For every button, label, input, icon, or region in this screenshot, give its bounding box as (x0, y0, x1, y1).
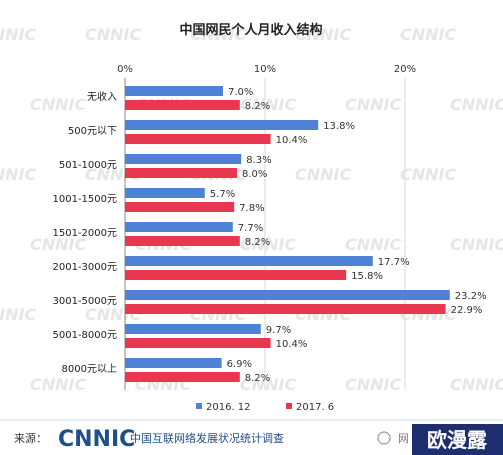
value-label: 5.7% (210, 189, 235, 200)
value-label: 15.8% (351, 271, 383, 282)
category-label: 3001-5000元 (52, 296, 117, 307)
category-label: 8000元以上 (62, 363, 117, 375)
bar-2017-6 (125, 304, 446, 314)
watermark-text: CNNIC (30, 235, 86, 254)
watermark-text: CNNIC (345, 235, 401, 254)
watermark-text: CNNIC (450, 235, 503, 254)
bar-2017-6 (125, 168, 237, 178)
corner-logo-bg (412, 424, 503, 455)
value-label: 10.4% (276, 339, 308, 350)
watermark-text: CNNIC (0, 165, 36, 184)
category-label: 1001-1500元 (52, 194, 117, 205)
corner-partial-text: 网 (398, 432, 409, 445)
value-labels: 7.0% 8.2% 13.8% 10.4% 8.3% 8.0% 5.7% 7.8% 7.7% 8.… (210, 87, 487, 384)
bar-2016-12 (125, 86, 223, 96)
category-label: 501-1000元 (59, 160, 117, 171)
legend-label: 2017. 6 (296, 402, 334, 413)
category-label: 5001-8000元 (52, 330, 117, 341)
watermark-text: CNNIC (85, 25, 141, 44)
chart-title: 中国网民个人月收入结构 (179, 22, 322, 38)
x-tick-label: 10% (254, 64, 276, 75)
watermark-text: CNNIC (0, 25, 36, 44)
bar-2017-6 (125, 270, 347, 280)
bars-layer (125, 86, 450, 382)
bar-2016-12 (125, 154, 242, 164)
x-tick-label: 0% (117, 64, 133, 75)
watermark-text: CNNIC (295, 25, 351, 44)
value-label: 22.9% (451, 305, 483, 316)
value-label: 17.7% (378, 257, 410, 268)
bar-2017-6 (125, 372, 240, 382)
bar-2016-12 (125, 358, 222, 368)
x-axis-ticks: 0% 10% 20% (117, 64, 416, 75)
watermark-text: CNNIC (400, 25, 456, 44)
watermark-text: CNNIC (400, 165, 456, 184)
bar-2017-6 (125, 100, 240, 110)
legend-swatch (196, 403, 202, 409)
watermark-text: CNNIC (240, 95, 296, 114)
corner-logo: 欧漫露 (427, 428, 488, 452)
value-label: 9.7% (266, 325, 291, 336)
category-label: 500元以下 (68, 126, 117, 137)
watermark-text: CNNIC (0, 305, 36, 324)
value-label: 6.9% (227, 359, 252, 370)
category-labels: 无收入 500元以下 501-1000元 1001-1500元 1501-2000元 20… (52, 90, 117, 375)
watermark-text: CNNIC (295, 165, 351, 184)
legend: 2016. 12 2017. 6 (196, 402, 334, 413)
source-label: 来源： (14, 431, 47, 445)
value-label: 8.2% (245, 237, 270, 248)
watermark-text: CNNIC (450, 375, 503, 394)
legend-swatch (286, 403, 292, 409)
bar-2017-6 (125, 236, 240, 246)
wechat-icon (377, 431, 391, 445)
category-label: 无收入 (87, 90, 117, 103)
legend-label: 2016. 12 (206, 402, 251, 413)
bar-2016-12 (125, 188, 205, 198)
value-label: 23.2% (455, 291, 487, 302)
watermark-text: CNNIC (345, 375, 401, 394)
bar-2016-12 (125, 120, 319, 130)
bar-2017-6 (125, 338, 271, 348)
value-label: 7.8% (239, 203, 264, 214)
value-label: 8.3% (246, 155, 271, 166)
watermark-text: CNNIC (30, 95, 86, 114)
value-label: 8.0% (242, 169, 267, 180)
watermark-text: CNNIC (240, 235, 296, 254)
bar-2016-12 (125, 222, 233, 232)
value-label: 8.2% (245, 101, 270, 112)
watermark-text: CNNIC (345, 95, 401, 114)
source-name: 中国互联网络发展状况统计调查 (130, 431, 284, 445)
cnnic-logo: CNNIC (58, 427, 135, 452)
watermark-text: CNNIC (450, 95, 503, 114)
bar-2017-6 (125, 134, 271, 144)
value-label: 7.7% (238, 223, 263, 234)
value-label: 10.4% (276, 135, 308, 146)
bar-2017-6 (125, 202, 235, 212)
bar-2016-12 (125, 256, 373, 266)
watermark-text: CNNIC (190, 25, 246, 44)
bar-2016-12 (125, 290, 450, 300)
value-label: 7.0% (228, 87, 253, 98)
bar-2016-12 (125, 324, 261, 334)
category-label: 2001-3000元 (52, 262, 117, 273)
watermark-text: CNNIC (30, 375, 86, 394)
x-tick-label: 20% (394, 64, 416, 75)
category-label: 1501-2000元 (52, 228, 117, 239)
value-label: 8.2% (245, 373, 270, 384)
watermark-text: CNNIC (240, 375, 296, 394)
value-label: 13.8% (323, 121, 355, 132)
